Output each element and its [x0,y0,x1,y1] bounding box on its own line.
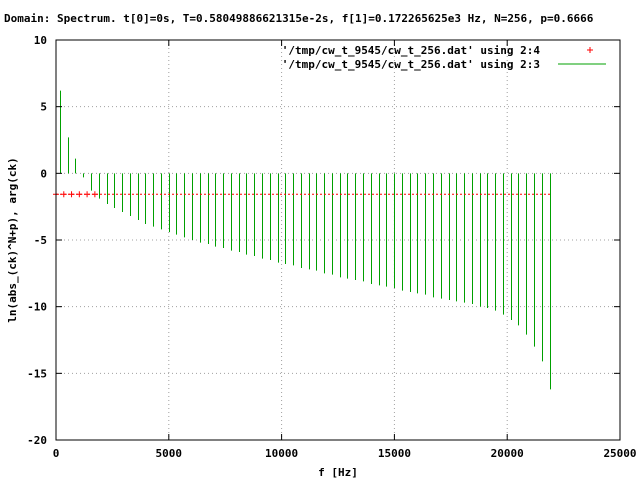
phase-point [91,191,98,198]
grid [56,40,620,440]
phase-point [68,191,75,198]
x-tick-label: 20000 [491,447,524,460]
legend-label-series-2: '/tmp/cw_t_9545/cw_t_256.dat' using 2:3 [282,58,540,71]
phase-point [76,191,83,198]
phase-point [84,191,91,198]
legend-label-series-1: '/tmp/cw_t_9545/cw_t_256.dat' using 2:4 [282,44,541,57]
y-tick-label: 0 [40,167,47,180]
axis-ticks: 0 5000 10000 15000 20000 25000 -20 -15 -10 -5 0 5 10 [27,34,636,460]
y-tick-label: -10 [27,301,47,314]
x-tick-label: 10000 [265,447,298,460]
chart-title: Domain: Spectrum. t[0]=0s, T=0.580498866… [4,12,594,25]
legend: '/tmp/cw_t_9545/cw_t_256.dat' using 2:4'… [282,44,606,71]
y-tick-label: 5 [40,101,47,114]
y-tick-label: -5 [34,234,47,247]
y-tick-label: -15 [27,367,47,380]
x-tick-label: 25000 [603,447,636,460]
x-axis-label: f [Hz] [318,466,358,479]
y-tick-label: -20 [27,434,47,447]
y-axis-label: ln(abs_(ck)^N+p), arg(ck) [6,157,19,323]
x-tick-label: 0 [53,447,60,460]
plot-area [53,90,551,390]
legend-marker-series-1 [587,47,593,53]
x-tick-label: 5000 [156,447,183,460]
y-tick-label: 10 [34,34,47,47]
phase-point [60,191,67,198]
x-tick-label: 15000 [378,447,411,460]
